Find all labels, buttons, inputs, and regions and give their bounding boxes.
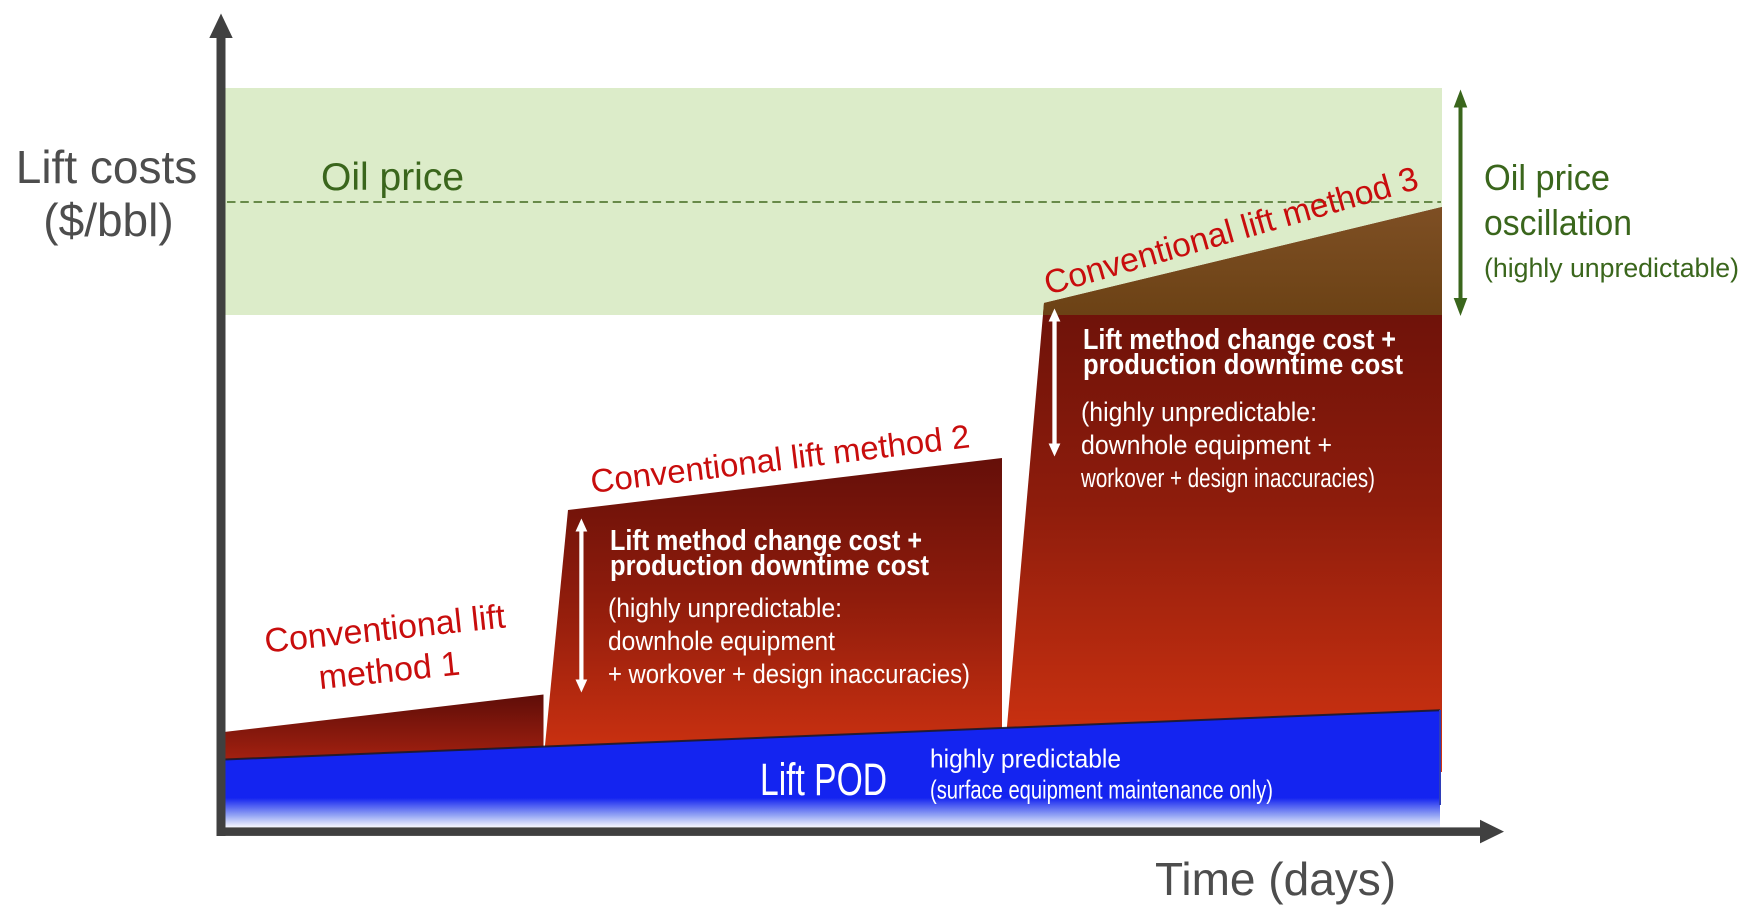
svg-text:Lift method change cost +: Lift method change cost + [1083, 324, 1396, 356]
svg-text:(highly unpredictable:: (highly unpredictable: [608, 593, 842, 623]
svg-text:downhole equipment +: downhole equipment + [1081, 430, 1332, 460]
svg-text:Time (days): Time (days) [1155, 853, 1396, 905]
svg-text:production downtime cost: production downtime cost [610, 550, 929, 582]
svg-text:downhole equipment: downhole equipment [608, 626, 835, 656]
svg-text:(highly unpredictable): (highly unpredictable) [1484, 253, 1739, 283]
svg-text:+ workover + design inaccuraci: + workover + design inaccuracies) [608, 659, 970, 689]
svg-text:(surface equipment maintenance: (surface equipment maintenance only) [930, 775, 1273, 805]
svg-text:highly predictable: highly predictable [930, 744, 1121, 774]
svg-text:Oil price: Oil price [1484, 157, 1610, 198]
svg-text:(highly unpredictable:: (highly unpredictable: [1081, 397, 1317, 427]
svg-text:($/bbl): ($/bbl) [43, 194, 173, 246]
svg-text:Lift method change cost +: Lift method change cost + [610, 525, 922, 557]
svg-text:workover + design inaccuracies: workover + design inaccuracies) [1080, 463, 1375, 493]
svg-text:Lift costs: Lift costs [16, 141, 198, 193]
svg-text:Oil price: Oil price [321, 156, 464, 199]
svg-text:Lift POD: Lift POD [760, 754, 887, 805]
svg-text:oscillation: oscillation [1484, 202, 1632, 243]
svg-text:production downtime cost: production downtime cost [1083, 349, 1403, 381]
